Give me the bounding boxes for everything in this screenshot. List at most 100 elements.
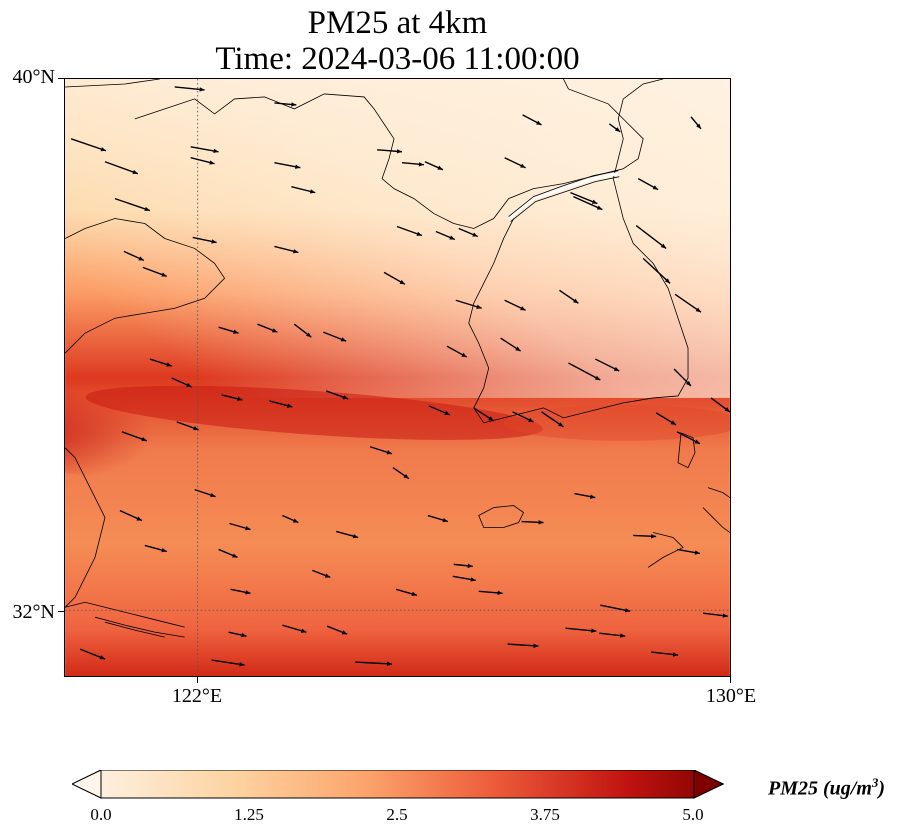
- wind-arrow-head: [352, 534, 359, 539]
- wind-arrow-head: [138, 256, 144, 261]
- wind-arrow-head: [245, 526, 251, 531]
- wind-arrow-head: [660, 243, 667, 249]
- wind-arrow-head: [696, 123, 701, 129]
- coast-jeju: [478, 505, 525, 528]
- wind-arrow-head: [99, 655, 105, 660]
- wind-arrow-head: [442, 517, 448, 523]
- plot-title-line2: Time: 2024-03-06 11:00:00: [215, 41, 580, 77]
- plot-title-line1: PM25 at 4km: [307, 5, 488, 41]
- wind-arrow-head: [245, 590, 251, 595]
- colorbar-label-end: ): [878, 777, 886, 800]
- coast-dmz: [507, 172, 619, 220]
- wind-arrow-head: [416, 231, 422, 236]
- lat-tick-40N: [58, 78, 64, 79]
- colorbar-tick-1: 1.25: [234, 805, 264, 824]
- wind-arrow-head: [685, 380, 692, 386]
- colorbar-under-extend: [72, 770, 102, 799]
- wind-arrow-head: [399, 279, 405, 285]
- wind-arrow-head: [437, 165, 443, 170]
- wind-arrow-head: [291, 102, 297, 107]
- colorbar-label-sup: 3: [871, 775, 879, 790]
- wind-arrow-head: [241, 632, 247, 638]
- lon-tick-130E: [730, 677, 731, 683]
- wind-arrow-head: [461, 352, 467, 358]
- wind-arrow-head: [292, 518, 299, 523]
- wind-arrow-head: [488, 416, 494, 421]
- lon-tick-122E: [197, 677, 198, 683]
- wind-arrow-head: [476, 304, 482, 309]
- wind-arrow-head: [386, 450, 393, 455]
- wind-arrow-shaft: [635, 224, 667, 249]
- colorbar-tick-4: 5.0: [682, 805, 704, 824]
- wind-arrow-shaft: [674, 293, 702, 313]
- wind-arrow-head: [209, 160, 215, 165]
- coast-china-east: [65, 447, 106, 608]
- lat-tick-32N: [58, 611, 64, 612]
- wind-arrow-head: [100, 147, 106, 152]
- wind-arrow-head: [520, 306, 526, 311]
- wind-arrow-head: [193, 426, 199, 431]
- wind-arrow-shaft: [104, 161, 139, 175]
- wind-arrow-head: [670, 420, 677, 425]
- pm25-map: [64, 78, 731, 677]
- wind-arrow-head: [449, 235, 455, 240]
- wind-arrow-head: [186, 382, 192, 387]
- coast-kyushu: [647, 487, 730, 568]
- colorbar-label-text: PM25 (ug/m: [768, 777, 872, 800]
- wind-arrow-head: [199, 87, 205, 92]
- wind-arrow-head: [342, 395, 349, 400]
- lon-label-130E: 130°E: [705, 685, 757, 707]
- wind-arrow-head: [300, 628, 307, 633]
- wind-arrow-head: [520, 163, 526, 168]
- wind-arrow-head: [341, 630, 348, 635]
- coast-korea: [468, 79, 689, 424]
- wind-arrow-head: [533, 643, 539, 648]
- wind-arrow-head: [573, 298, 579, 304]
- wind-arrow-head: [211, 239, 217, 244]
- wind-arrow-head: [590, 494, 596, 499]
- wind-arrow-head: [651, 534, 657, 539]
- wind-arrow-head: [161, 272, 167, 277]
- wind-arrow-head: [210, 492, 216, 498]
- wind-arrow-head: [136, 516, 142, 521]
- wind-arrow-head: [528, 417, 534, 422]
- wind-arrow-head: [614, 127, 621, 132]
- colorbar: [72, 770, 724, 799]
- wind-arrow-head: [722, 613, 728, 618]
- wind-vectors: [70, 86, 730, 667]
- wind-arrow-shaft: [174, 86, 205, 91]
- pm25-band: [85, 385, 543, 440]
- wind-arrow-head: [233, 329, 239, 334]
- wind-arrow-head: [232, 553, 238, 558]
- wind-arrow-head: [538, 520, 544, 525]
- wind-arrow-shaft: [211, 659, 245, 666]
- wind-arrow-shaft: [70, 138, 107, 152]
- wind-arrow-head: [624, 608, 631, 613]
- gridlines: [65, 79, 730, 676]
- coast-yangtze: [65, 601, 185, 638]
- coast-tsushima: [677, 432, 696, 469]
- coastlines: [65, 79, 730, 638]
- wind-arrow-head: [411, 591, 417, 597]
- wind-arrow-head: [694, 439, 700, 444]
- wind-arrow-head: [271, 328, 278, 333]
- lat-label-40N: 40°N: [12, 66, 55, 88]
- wind-arrow-head: [558, 422, 564, 427]
- lon-label-122E: 122°E: [171, 685, 223, 707]
- wind-arrow-head: [161, 547, 167, 553]
- wind-arrow-head: [672, 652, 679, 657]
- wind-arrow-head: [237, 396, 243, 401]
- colorbar-label: PM25 (ug/m3): [768, 775, 885, 801]
- pm25-band-east: [503, 404, 730, 441]
- wind-arrow-head: [591, 199, 598, 204]
- wind-arrow-head: [292, 249, 299, 254]
- wind-arrow-head: [467, 563, 473, 569]
- wind-arrow-head: [594, 375, 601, 380]
- wind-arrow-head: [664, 278, 671, 284]
- wind-arrow-head: [444, 410, 450, 415]
- wind-arrow-shaft: [565, 627, 597, 632]
- wind-arrow-head: [472, 232, 478, 237]
- wind-arrow-head: [132, 169, 138, 175]
- colorbar-tick-3: 3.75: [530, 805, 560, 824]
- wind-arrow-shaft: [355, 661, 393, 665]
